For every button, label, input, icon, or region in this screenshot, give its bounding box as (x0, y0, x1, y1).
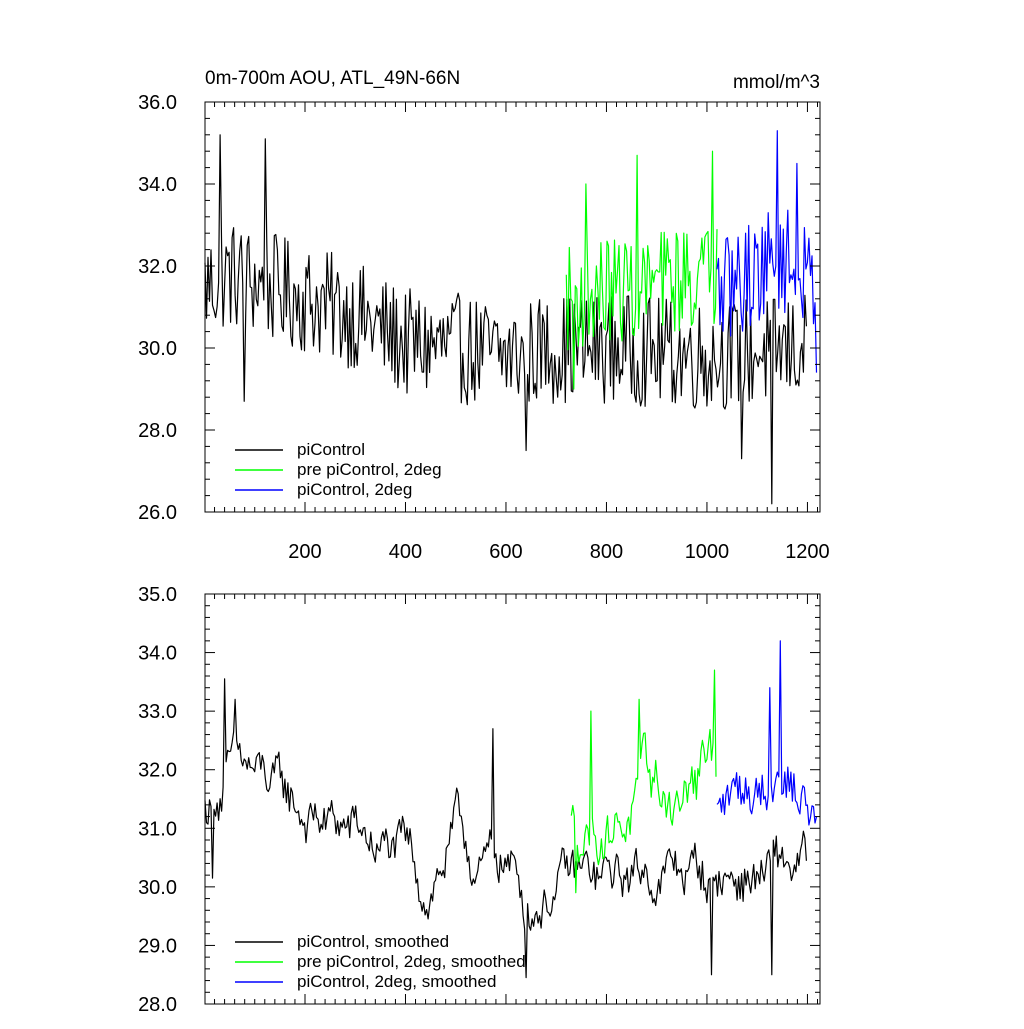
series-line-0-2 (716, 130, 818, 373)
top-panel: 200 400 600 800 1000 1200 26.0 28.0 30.0 32.0 34.0… (138, 92, 830, 563)
series-line-0-0 (204, 134, 807, 505)
series-line-1-1 (570, 669, 717, 894)
legend-label: piControl (297, 440, 365, 459)
legend-label: piControl, 2deg (297, 480, 412, 499)
y-tick-label: 36.0 (138, 92, 177, 114)
y-tick-label: 32.0 (138, 760, 177, 782)
y-tick-label: 28.0 (138, 994, 177, 1016)
x-tick-label: 1000 (685, 541, 730, 563)
y-tick-label: 29.0 (138, 935, 177, 957)
x-tick-label: 400 (389, 541, 422, 563)
x-tick-label: 200 (288, 541, 321, 563)
units-label: mmol/m^3 (733, 72, 820, 93)
chart-title: 0m-700m AOU, ATL_49N-66N (205, 68, 460, 89)
legend-label: piControl, smoothed (297, 932, 449, 951)
series-line-0-1 (565, 150, 718, 390)
y-tick-label: 32.0 (138, 256, 177, 278)
y-tick-label: 35.0 (138, 584, 177, 606)
bottom-panel: 28.0 29.0 30.0 31.0 32.0 33.0 34.0 35.0 piContro… (138, 584, 821, 1016)
y-tick-label: 26.0 (138, 502, 177, 524)
plot-frame (204, 593, 821, 1005)
x-tick-label: 600 (489, 541, 522, 563)
y-tick-label: 31.0 (138, 818, 177, 840)
plot-frame (204, 101, 821, 513)
y-tick-label: 34.0 (138, 174, 177, 196)
x-tick-label: 800 (590, 541, 623, 563)
legend-label: piControl, 2deg, smoothed (297, 972, 496, 991)
series-line-1-2 (716, 640, 818, 826)
y-tick-label: 34.0 (138, 643, 177, 665)
series-line-1-0 (204, 678, 807, 979)
y-tick-label: 28.0 (138, 420, 177, 442)
y-tick-label: 33.0 (138, 701, 177, 723)
legend-label: pre piControl, 2deg, smoothed (297, 952, 526, 971)
y-tick-label: 30.0 (138, 338, 177, 360)
x-tick-label: 1200 (785, 541, 830, 563)
legend-label: pre piControl, 2deg (297, 460, 442, 479)
y-tick-label: 30.0 (138, 877, 177, 899)
